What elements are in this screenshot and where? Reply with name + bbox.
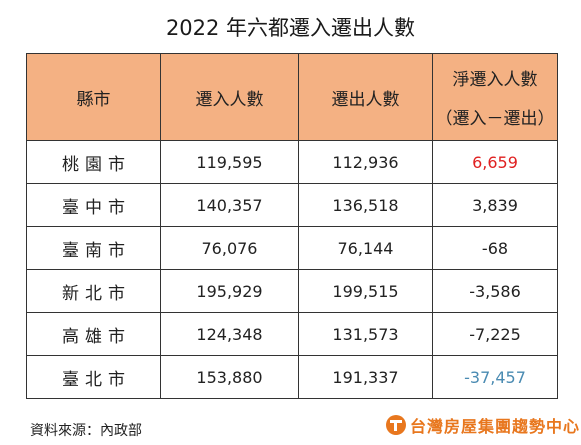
cell-city: 臺南市 — [26, 226, 161, 270]
cell-city: 臺北市 — [26, 355, 161, 399]
page-title: 2022 年六都遷入遷出人數 — [165, 16, 416, 40]
cell-out: 199,515 — [298, 269, 433, 313]
cell-net: 3,839 — [432, 183, 558, 227]
cell-in: 76,076 — [160, 226, 299, 270]
header-out: 遷出人數 — [298, 53, 433, 141]
source-note: 資料來源：內政部 — [30, 423, 142, 439]
header-net-formula: （遷入－遷出） — [435, 109, 555, 129]
cell-in: 124,348 — [160, 312, 299, 356]
cell-in: 119,595 — [160, 140, 299, 184]
brand-logo-icon — [386, 415, 406, 435]
cell-net: -3,586 — [432, 269, 558, 313]
table-row: 臺南市 76,076 76,144 -68 — [26, 226, 558, 270]
cell-net: -37,457 — [432, 355, 558, 399]
cell-out: 76,144 — [298, 226, 433, 270]
cell-city: 新北市 — [26, 269, 161, 313]
cell-net: 6,659 — [432, 140, 558, 184]
cell-in: 140,357 — [160, 183, 299, 227]
cell-in: 195,929 — [160, 269, 299, 313]
cell-out: 131,573 — [298, 312, 433, 356]
table-row: 桃園市 119,595 112,936 6,659 — [26, 140, 558, 184]
cell-out: 136,518 — [298, 183, 433, 227]
brand-name: 台灣房屋集團趨勢中心 — [410, 417, 581, 436]
header-in: 遷入人數 — [160, 53, 299, 141]
table-row: 臺北市 153,880 191,337 -37,457 — [26, 355, 558, 399]
table-row: 新北市 195,929 199,515 -3,586 — [26, 269, 558, 313]
brand-logo-group: 台灣房屋集團趨勢中心 — [386, 413, 580, 437]
cell-net: -68 — [432, 226, 558, 270]
table-row: 臺中市 140,357 136,518 3,839 — [26, 183, 558, 227]
cell-net: -7,225 — [432, 312, 558, 356]
migration-table: 縣市 遷入人數 遷出人數 淨遷入人數 （遷入－遷出） 桃園市 119,595 1… — [26, 53, 558, 399]
cell-out: 191,337 — [298, 355, 433, 399]
cell-city: 臺中市 — [26, 183, 161, 227]
header-city: 縣市 — [26, 53, 161, 141]
cell-city: 桃園市 — [26, 140, 161, 184]
cell-city: 高雄市 — [26, 312, 161, 356]
header-net-title: 淨遷入人數 — [452, 70, 538, 90]
cell-out: 112,936 — [298, 140, 433, 184]
cell-in: 153,880 — [160, 355, 299, 399]
table-header-row: 縣市 遷入人數 遷出人數 淨遷入人數 （遷入－遷出） — [26, 53, 558, 141]
table-row: 高雄市 124,348 131,573 -7,225 — [26, 312, 558, 356]
header-net: 淨遷入人數 （遷入－遷出） — [432, 53, 558, 141]
